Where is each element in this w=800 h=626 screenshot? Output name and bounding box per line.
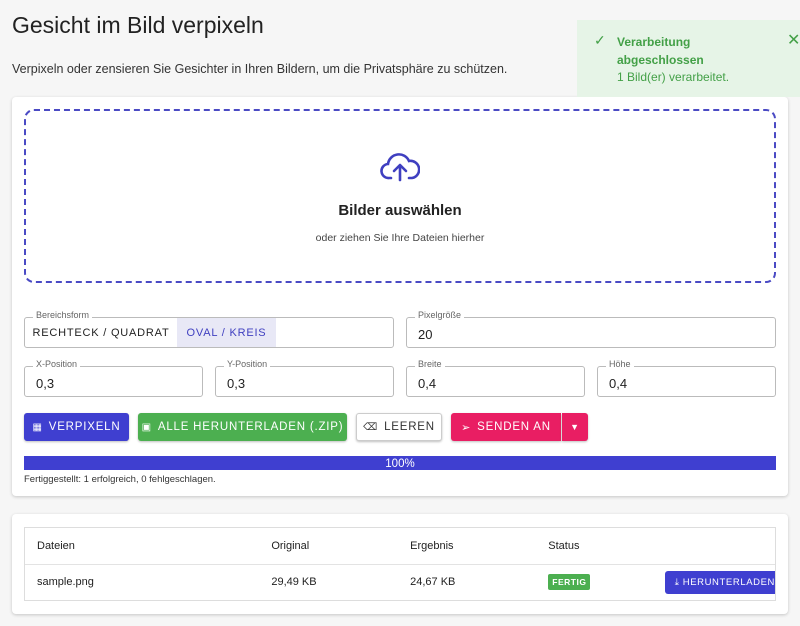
download-button[interactable]: ⤓ HERUNTERLADEN	[664, 570, 775, 594]
cell: 29,49 KB	[271, 576, 317, 589]
icon: ⌫	[363, 421, 379, 433]
results-table: Dateien Original Ergebnis Status sample.…	[25, 528, 775, 600]
header-cell: Ergebnis	[410, 539, 454, 552]
status-chip: FERTIG	[548, 574, 591, 591]
height-field[interactable]: Höhe 0,4	[597, 359, 776, 397]
cell: ⤓ HERUNTERLADEN	[653, 564, 775, 600]
progress-bar: 100%	[24, 456, 776, 470]
icon: ▣	[141, 421, 152, 433]
x-field[interactable]: X-Position 0,3	[24, 359, 203, 397]
button-label: SENDEN AN	[477, 421, 551, 433]
toast: ✓ Verarbeitung abgeschlossen 1 Bild(er) …	[577, 20, 800, 97]
upload-icon	[380, 153, 420, 182]
clear-button[interactable]: ⌫ LEEREN	[356, 413, 442, 441]
row: sample.png 29,49 KB 24,67 KB FERTIG ⤓ HE…	[25, 564, 775, 600]
icon: ▦	[32, 421, 43, 433]
field-value: 0,3	[36, 376, 55, 391]
check-icon: ✓	[594, 32, 606, 48]
button-label: HERUNTERLADEN	[682, 576, 775, 588]
shape-field: Bereichsform RECHTECK / QUADRAT OVAL / K…	[24, 310, 394, 348]
pixelate-button[interactable]: ▦ VERPIXELN	[24, 413, 129, 441]
progress-label: 100%	[385, 458, 414, 470]
header-cell	[653, 528, 775, 564]
field-value: 0,4	[418, 376, 437, 391]
cell: sample.png	[37, 576, 94, 589]
header-cell: Original	[271, 539, 310, 552]
toast-close[interactable]: ✕	[787, 32, 800, 49]
field-label: Höhe	[606, 359, 634, 369]
field-label: X-Position	[33, 359, 81, 369]
button-label: ALLE HERUNTERLADEN (.ZIP)	[157, 421, 344, 433]
field-label: Y-Position	[224, 359, 271, 369]
button-label: LEEREN	[384, 421, 435, 433]
field-value: 0,3	[227, 376, 246, 391]
field-value: 0,4	[609, 376, 628, 391]
field-label: Breite	[415, 359, 445, 369]
shape-option-selected[interactable]: OVAL / KREIS	[177, 318, 276, 347]
cell: FERTIG	[536, 564, 652, 600]
toast-title: Verarbeitung abgeschlossen	[617, 35, 704, 67]
send-menu-button[interactable]: ▼	[562, 413, 588, 441]
page-subtitle: Verpixeln oder zensieren Sie Gesichter i…	[12, 62, 508, 76]
field-value: 20	[418, 327, 433, 342]
y-field[interactable]: Y-Position 0,3	[215, 359, 394, 397]
results-table-wrap: Dateien Original Ergebnis Status sample.…	[24, 527, 776, 601]
cell: 24,67 KB	[410, 576, 456, 589]
width-field[interactable]: Breite 0,4	[406, 359, 585, 397]
shape-option[interactable]: RECHTECK / QUADRAT	[32, 326, 170, 339]
field-label: Bereichsform	[33, 310, 93, 320]
field-label: Pixelgröße	[415, 310, 465, 320]
send-button[interactable]: ➢ SENDEN AN	[451, 413, 561, 441]
download-all-button[interactable]: ▣ ALLE HERUNTERLADEN (.ZIP)	[138, 413, 347, 441]
header-cell: Status	[548, 539, 580, 552]
header-row: Dateien Original Ergebnis Status	[25, 528, 775, 564]
status-text: Fertiggestellt: 1 erfolgreich, 0 fehlges…	[24, 474, 216, 485]
button-label: VERPIXELN	[48, 421, 121, 433]
dropzone-title: Bilder auswählen	[338, 202, 462, 219]
dropzone[interactable]: Bilder auswählen oder ziehen Sie Ihre Da…	[24, 109, 776, 283]
page-title: Gesicht im Bild verpixeln	[12, 12, 264, 38]
pixel-size-field[interactable]: Pixelgröße 20	[406, 310, 776, 348]
header-cell: Dateien	[37, 539, 75, 552]
icon: ➢	[461, 421, 472, 434]
dropzone-hint: oder ziehen Sie Ihre Dateien hierher	[315, 232, 485, 244]
progress-fill	[24, 456, 776, 470]
toast-message: 1 Bild(er) verarbeitet.	[617, 70, 730, 84]
